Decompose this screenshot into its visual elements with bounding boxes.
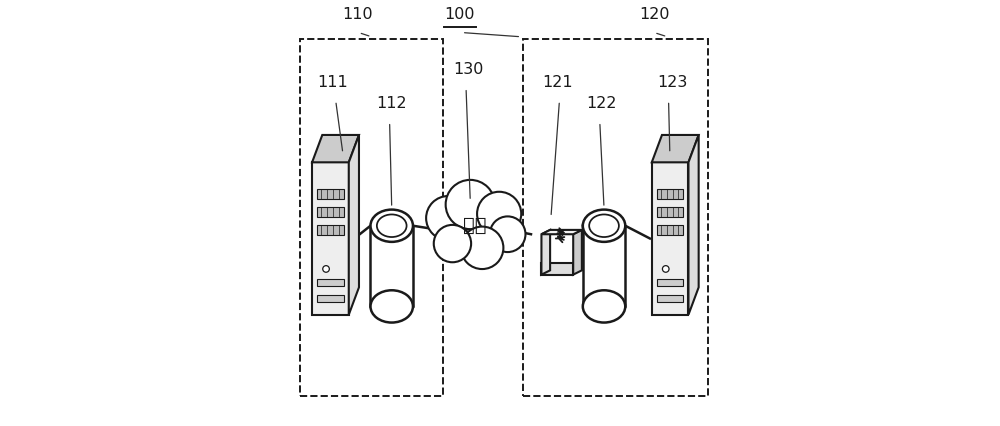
- Bar: [541, 263, 573, 275]
- Ellipse shape: [377, 214, 407, 237]
- Circle shape: [477, 192, 521, 236]
- Bar: [317, 225, 344, 236]
- Text: 122: 122: [587, 96, 617, 111]
- Text: 121: 121: [542, 75, 573, 90]
- Bar: [652, 162, 688, 315]
- Bar: [300, 39, 443, 396]
- Polygon shape: [688, 135, 699, 315]
- Bar: [657, 295, 683, 302]
- Circle shape: [323, 266, 329, 272]
- Text: 112: 112: [376, 96, 407, 111]
- Text: 130: 130: [453, 62, 483, 77]
- Text: 123: 123: [657, 75, 687, 90]
- Polygon shape: [541, 230, 550, 275]
- Circle shape: [490, 216, 525, 252]
- Text: 网络: 网络: [463, 216, 486, 235]
- Bar: [317, 295, 344, 302]
- Bar: [657, 279, 683, 286]
- Polygon shape: [349, 135, 359, 315]
- Bar: [317, 189, 344, 199]
- Text: 110: 110: [342, 7, 373, 22]
- Bar: [370, 226, 413, 306]
- Circle shape: [461, 227, 503, 269]
- Ellipse shape: [583, 210, 625, 242]
- Text: 111: 111: [317, 75, 348, 90]
- Bar: [317, 207, 344, 217]
- Bar: [657, 189, 683, 199]
- Bar: [583, 226, 625, 306]
- Polygon shape: [573, 230, 582, 275]
- Polygon shape: [312, 135, 359, 162]
- Bar: [657, 225, 683, 236]
- Ellipse shape: [583, 290, 625, 322]
- Bar: [657, 207, 683, 217]
- Polygon shape: [541, 230, 582, 234]
- Circle shape: [426, 196, 470, 240]
- Ellipse shape: [370, 290, 413, 322]
- Bar: [317, 279, 344, 286]
- Ellipse shape: [370, 210, 413, 242]
- Text: 120: 120: [640, 7, 670, 22]
- Circle shape: [662, 266, 669, 272]
- Circle shape: [446, 180, 495, 229]
- Polygon shape: [652, 135, 699, 162]
- Bar: [312, 162, 349, 315]
- Text: 100: 100: [444, 7, 475, 22]
- Bar: [523, 39, 708, 396]
- Circle shape: [434, 225, 471, 262]
- Ellipse shape: [589, 214, 619, 237]
